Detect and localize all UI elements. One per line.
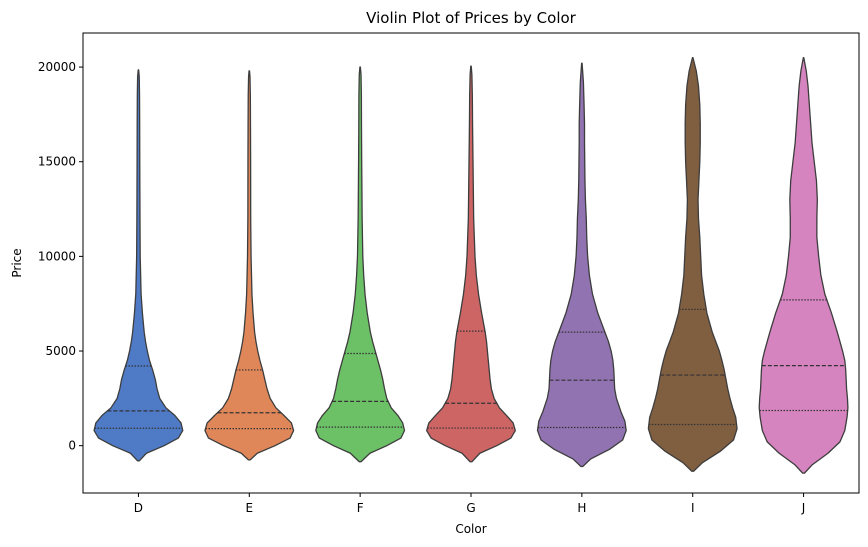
y-axis-label: Price: [10, 248, 24, 277]
violin-J: [758, 56, 849, 474]
x-tick-label: G: [466, 501, 475, 515]
violin-F: [315, 66, 406, 463]
violin-D: [93, 69, 184, 462]
x-tick-label: E: [245, 501, 253, 515]
violin-G: [426, 65, 516, 463]
violin-H: [536, 62, 627, 468]
y-axis-ticks: 0 5000 10000 15000 20000: [38, 60, 83, 453]
y-tick-label: 20000: [38, 60, 76, 74]
y-tick-label: 5000: [45, 344, 76, 358]
y-tick-label: 15000: [38, 155, 76, 169]
x-tick-label: D: [134, 501, 143, 515]
chart-title: Violin Plot of Prices by Color: [366, 9, 576, 27]
x-tick-label: F: [357, 501, 364, 515]
y-tick-label: 0: [68, 439, 76, 453]
x-tick-label: I: [691, 501, 695, 515]
x-tick-label: H: [577, 501, 586, 515]
plot-frame: [82, 32, 860, 494]
violin-group: [93, 56, 849, 474]
x-axis-ticks: D E F G H I J: [134, 493, 806, 515]
violin-I: [647, 56, 738, 472]
x-tick-label: J: [801, 501, 806, 515]
y-tick-label: 10000: [38, 249, 76, 263]
x-axis-label: Color: [455, 522, 486, 536]
violin-E: [204, 70, 295, 461]
